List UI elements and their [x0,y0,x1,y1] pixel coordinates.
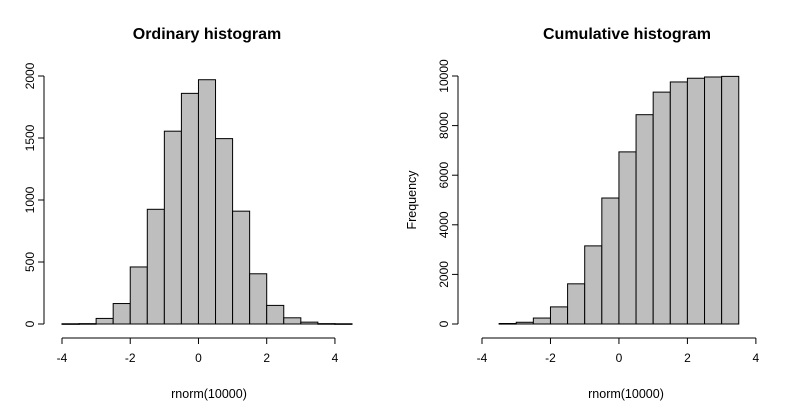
x-tick-label: -4 [57,351,68,365]
histogram-bar [652,91,671,325]
histogram-bar [163,130,182,325]
histogram-bar [669,81,688,325]
histogram-bar [317,323,336,325]
histogram-bar [686,77,706,325]
histogram-bar [129,266,148,325]
histogram-bar [300,321,319,325]
y-tick-label: 10000 [437,59,451,93]
histogram-bar [635,114,654,325]
y-tick-label: 0 [23,320,37,327]
x-axis-label: rnorm(10000) [588,387,664,401]
y-tick-label: 2000 [437,261,451,288]
x-tick-label: -2 [125,351,136,365]
histogram-bar [283,317,302,325]
axes: -4 -2 0 2 4 0 500 1000 1500 2000 [23,62,339,365]
y-tick-label: 8000 [437,112,451,139]
histogram-bar [61,323,80,325]
histogram-bar [78,323,97,325]
bars [498,75,740,325]
histogram-bar [215,138,234,325]
y-tick-label: 1000 [23,186,37,213]
histogram-bar [112,303,131,325]
histogram-bar [515,321,534,325]
y-tick-label: 0 [437,320,451,327]
y-axis-label: Frequency [405,170,419,230]
histogram-bar [498,323,517,325]
histogram-bar [584,245,603,325]
x-tick-label: 2 [263,351,270,365]
histogram-bar [532,317,551,325]
histogram-bar [618,151,637,325]
histogram-bar [334,323,353,325]
y-tick-label: 500 [23,252,37,272]
chart-title: Ordinary histogram [133,26,281,43]
axes: -4 -2 0 2 4 0 2000 4000 6000 8000 10000 [437,59,760,365]
histogram-bar [197,79,217,325]
y-tick-label: 1500 [23,124,37,151]
histogram-bar [232,210,251,325]
y-tick-label: 4000 [437,211,451,238]
histogram-bar [249,273,268,325]
bars [61,79,353,325]
histogram-bar [549,306,569,325]
histogram-bar [704,76,723,325]
histogram-bar [567,283,586,325]
cumulative-histogram-panel: Cumulative histogram rnorm(10000) Freque… [405,26,760,401]
histogram-bar [180,92,199,325]
y-tick-label: 6000 [437,162,451,189]
histogram-bar [266,304,285,325]
x-tick-label: 4 [332,351,339,365]
x-tick-label: -2 [545,351,556,365]
histogram-bar [601,197,620,325]
x-tick-label: 4 [753,351,760,365]
x-tick-label: 0 [195,351,202,365]
x-tick-label: -4 [477,351,488,365]
ordinary-histogram-panel: Ordinary histogram rnorm(10000) -4 -2 0 2 4 0… [23,26,353,401]
x-tick-label: 0 [616,351,623,365]
histogram-bar [721,75,740,325]
y-tick-label: 2000 [23,62,37,89]
histogram-bar [95,317,114,325]
x-axis-label: rnorm(10000) [171,387,247,401]
x-tick-label: 2 [684,351,691,365]
chart-title: Cumulative histogram [543,26,711,43]
histogram-bar [146,208,165,325]
